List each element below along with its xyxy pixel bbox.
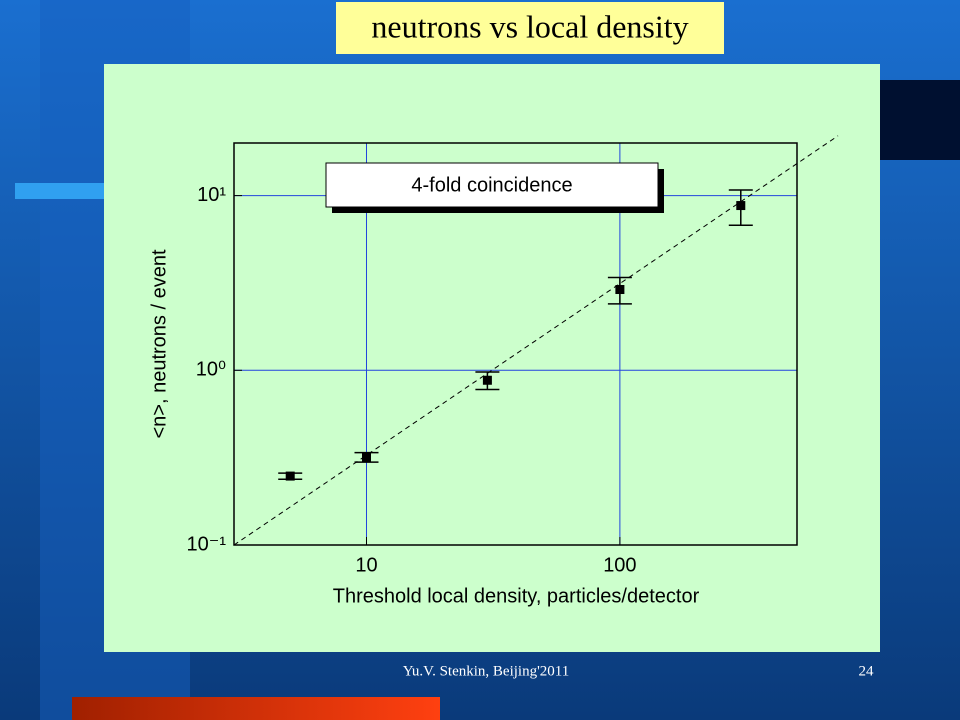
fit-line xyxy=(233,135,839,546)
x-tick-label: 10 xyxy=(355,554,377,576)
data-point xyxy=(361,452,371,462)
data-point xyxy=(285,471,295,481)
data-point xyxy=(615,285,625,295)
y-tick-label: 10⁻¹ xyxy=(187,533,227,555)
decor xyxy=(880,80,960,160)
annotation-box xyxy=(325,162,659,208)
slide-title: neutrons vs local density xyxy=(371,8,688,44)
footer: Yu.V. Stenkin, Beijing'2011 xyxy=(403,663,569,679)
title-box xyxy=(336,2,724,54)
decor xyxy=(15,183,105,199)
page-number: 24 xyxy=(859,663,875,679)
data-point xyxy=(736,201,746,211)
y-tick-label: 10⁰ xyxy=(196,359,226,381)
y-tick-label: 10¹ xyxy=(197,184,226,206)
plot: 10 100 10⁻¹ 10⁰ 10¹ xyxy=(187,135,839,576)
y-axis-label: <n>, neutrons / event xyxy=(148,249,170,438)
x-tick-label: 100 xyxy=(603,554,636,576)
plot-frame xyxy=(233,142,798,546)
decor xyxy=(72,697,440,720)
x-axis-label: Threshold local density, particles/detec… xyxy=(333,585,700,607)
data-point xyxy=(482,375,492,385)
annotation: 4-fold coincidence xyxy=(411,174,572,196)
